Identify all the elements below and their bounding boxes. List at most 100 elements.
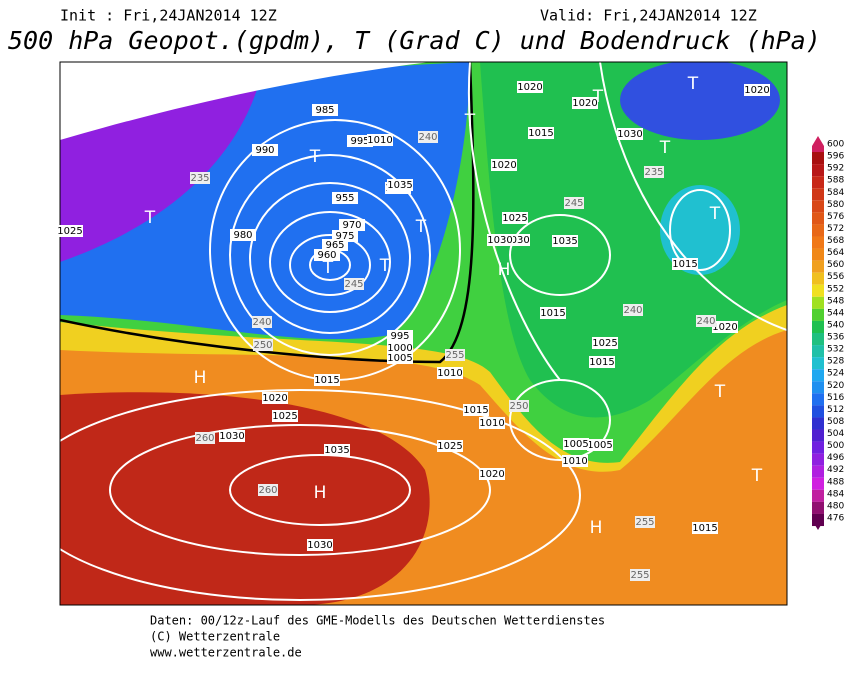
pressure-center: T (415, 217, 427, 237)
valid-time: Valid: Fri,24JAN2014 12Z (540, 7, 757, 25)
geopotential-label: 250 (253, 340, 272, 351)
colorbar-band (812, 513, 824, 527)
colorbar-band (812, 477, 824, 490)
colorbar-band (812, 164, 824, 177)
isobar-label-bg (712, 321, 738, 333)
isobar-label-bg (272, 410, 298, 422)
pressure-center: H (590, 518, 603, 538)
geopotential-label: 235 (190, 173, 209, 184)
isobar-label: 1030 (307, 540, 332, 551)
colorbar-label: 552 (827, 284, 844, 294)
colorbar-band (812, 333, 824, 346)
isobar-label-bg (230, 229, 256, 241)
pressure-center: T (144, 208, 156, 228)
colorbar-label: 480 (827, 501, 844, 511)
colorbar-label: 584 (827, 188, 844, 198)
colorbar-label: 484 (827, 489, 844, 499)
colorbar-band (812, 272, 824, 285)
isobar-label-bg (479, 417, 505, 429)
isobar-label-bg (314, 374, 340, 386)
colorbar-label: 600 (827, 140, 844, 150)
isobar-label: 970 (342, 220, 361, 231)
isobar-label: 1020 (517, 82, 542, 93)
pressure-center: H (314, 483, 327, 503)
pressure-center: T (322, 258, 334, 278)
isobar-label: 995 (390, 331, 409, 342)
pressure-center: T (309, 147, 321, 167)
colorbar-label: 556 (827, 272, 844, 282)
pressure-center: T (659, 138, 671, 158)
isobar-label-bg (57, 225, 83, 237)
isobar-label: 1030 (219, 431, 244, 442)
isobar-label: 975 (335, 231, 354, 242)
pressure-center: T (379, 256, 391, 276)
geopotential-label: 255 (630, 570, 649, 581)
isobar-label-bg (502, 212, 528, 224)
isobar-label: 960 (317, 250, 336, 261)
footer-line: (C) Wetterzentrale (150, 630, 280, 644)
geopotential-label-bg (635, 516, 655, 528)
colorbar-label: 568 (827, 236, 844, 246)
isobar-label-bg (563, 438, 589, 450)
geopotential-label: 245 (564, 198, 583, 209)
isobar-label-bg (540, 307, 566, 319)
isobar-label: 1005 (563, 439, 588, 450)
isobar-label: 1010 (367, 135, 392, 146)
geopotential-label: 255 (445, 350, 464, 361)
geopotential-label-bg (623, 304, 643, 316)
isobar-label-bg (479, 468, 505, 480)
pressure-center: T (464, 111, 476, 131)
colorbar-band (812, 248, 824, 261)
isobar-label: 1015 (589, 357, 614, 368)
isobar-label-bg (312, 104, 338, 116)
isobar-label-bg (491, 159, 517, 171)
geopotential-label: 235 (644, 167, 663, 178)
isobar-label-bg (437, 440, 463, 452)
isobar-label-bg (387, 352, 413, 364)
isobar-label: 1005 (587, 440, 612, 451)
colorbar-label: 524 (827, 369, 844, 379)
colorbar-band (812, 405, 824, 418)
colorbar-label: 504 (827, 429, 844, 439)
geopotential-label-bg (190, 172, 210, 184)
isobar-label: 1015 (314, 375, 339, 386)
colorbar-label: 476 (827, 514, 844, 524)
isobar-label: 990 (255, 145, 274, 156)
isobar-label: 1025 (592, 338, 617, 349)
colorbar-band (812, 152, 824, 165)
isobar-label-bg (692, 522, 718, 534)
colorbar-band (812, 188, 824, 201)
isobar-label: 1020 (712, 322, 737, 333)
geopotential-label: 240 (696, 316, 715, 327)
isobar-label-bg (252, 144, 278, 156)
isobar-label-bg (339, 219, 365, 231)
isobar-label-bg (744, 84, 770, 96)
isobar-label: 1030 (504, 235, 529, 246)
isobar-label-bg (387, 179, 413, 191)
colorbar-band (812, 308, 824, 321)
pressure-center: H (194, 368, 207, 388)
isobar-label: 1010 (437, 368, 462, 379)
geopotential-label: 240 (418, 132, 437, 143)
isobar-label-bg (347, 135, 373, 147)
init-time: Init : Fri,24JAN2014 12Z (60, 7, 277, 25)
isobar-label: 1020 (262, 393, 287, 404)
colorbar-label: 512 (827, 405, 844, 415)
isobar-label-bg (332, 192, 358, 204)
colorbar-band (812, 381, 824, 394)
geopotential-label-bg (253, 339, 273, 351)
colorbar-label: 520 (827, 381, 844, 391)
isobar-label: 1015 (692, 523, 717, 534)
geopotential-label-bg (696, 315, 716, 327)
geopotential-label-bg (252, 316, 272, 328)
colorbar-label: 496 (827, 453, 844, 463)
colorbar-band (812, 212, 824, 225)
pressure-center: T (687, 74, 699, 94)
colorbar-band (812, 200, 824, 213)
isobar-label: 980 (233, 230, 252, 241)
geopotential-label: 260 (258, 485, 277, 496)
colorbar-cap (812, 136, 824, 146)
colorbar-band (812, 441, 824, 454)
isobar-label: 1030 (487, 235, 512, 246)
colorbar-label: 532 (827, 345, 844, 355)
